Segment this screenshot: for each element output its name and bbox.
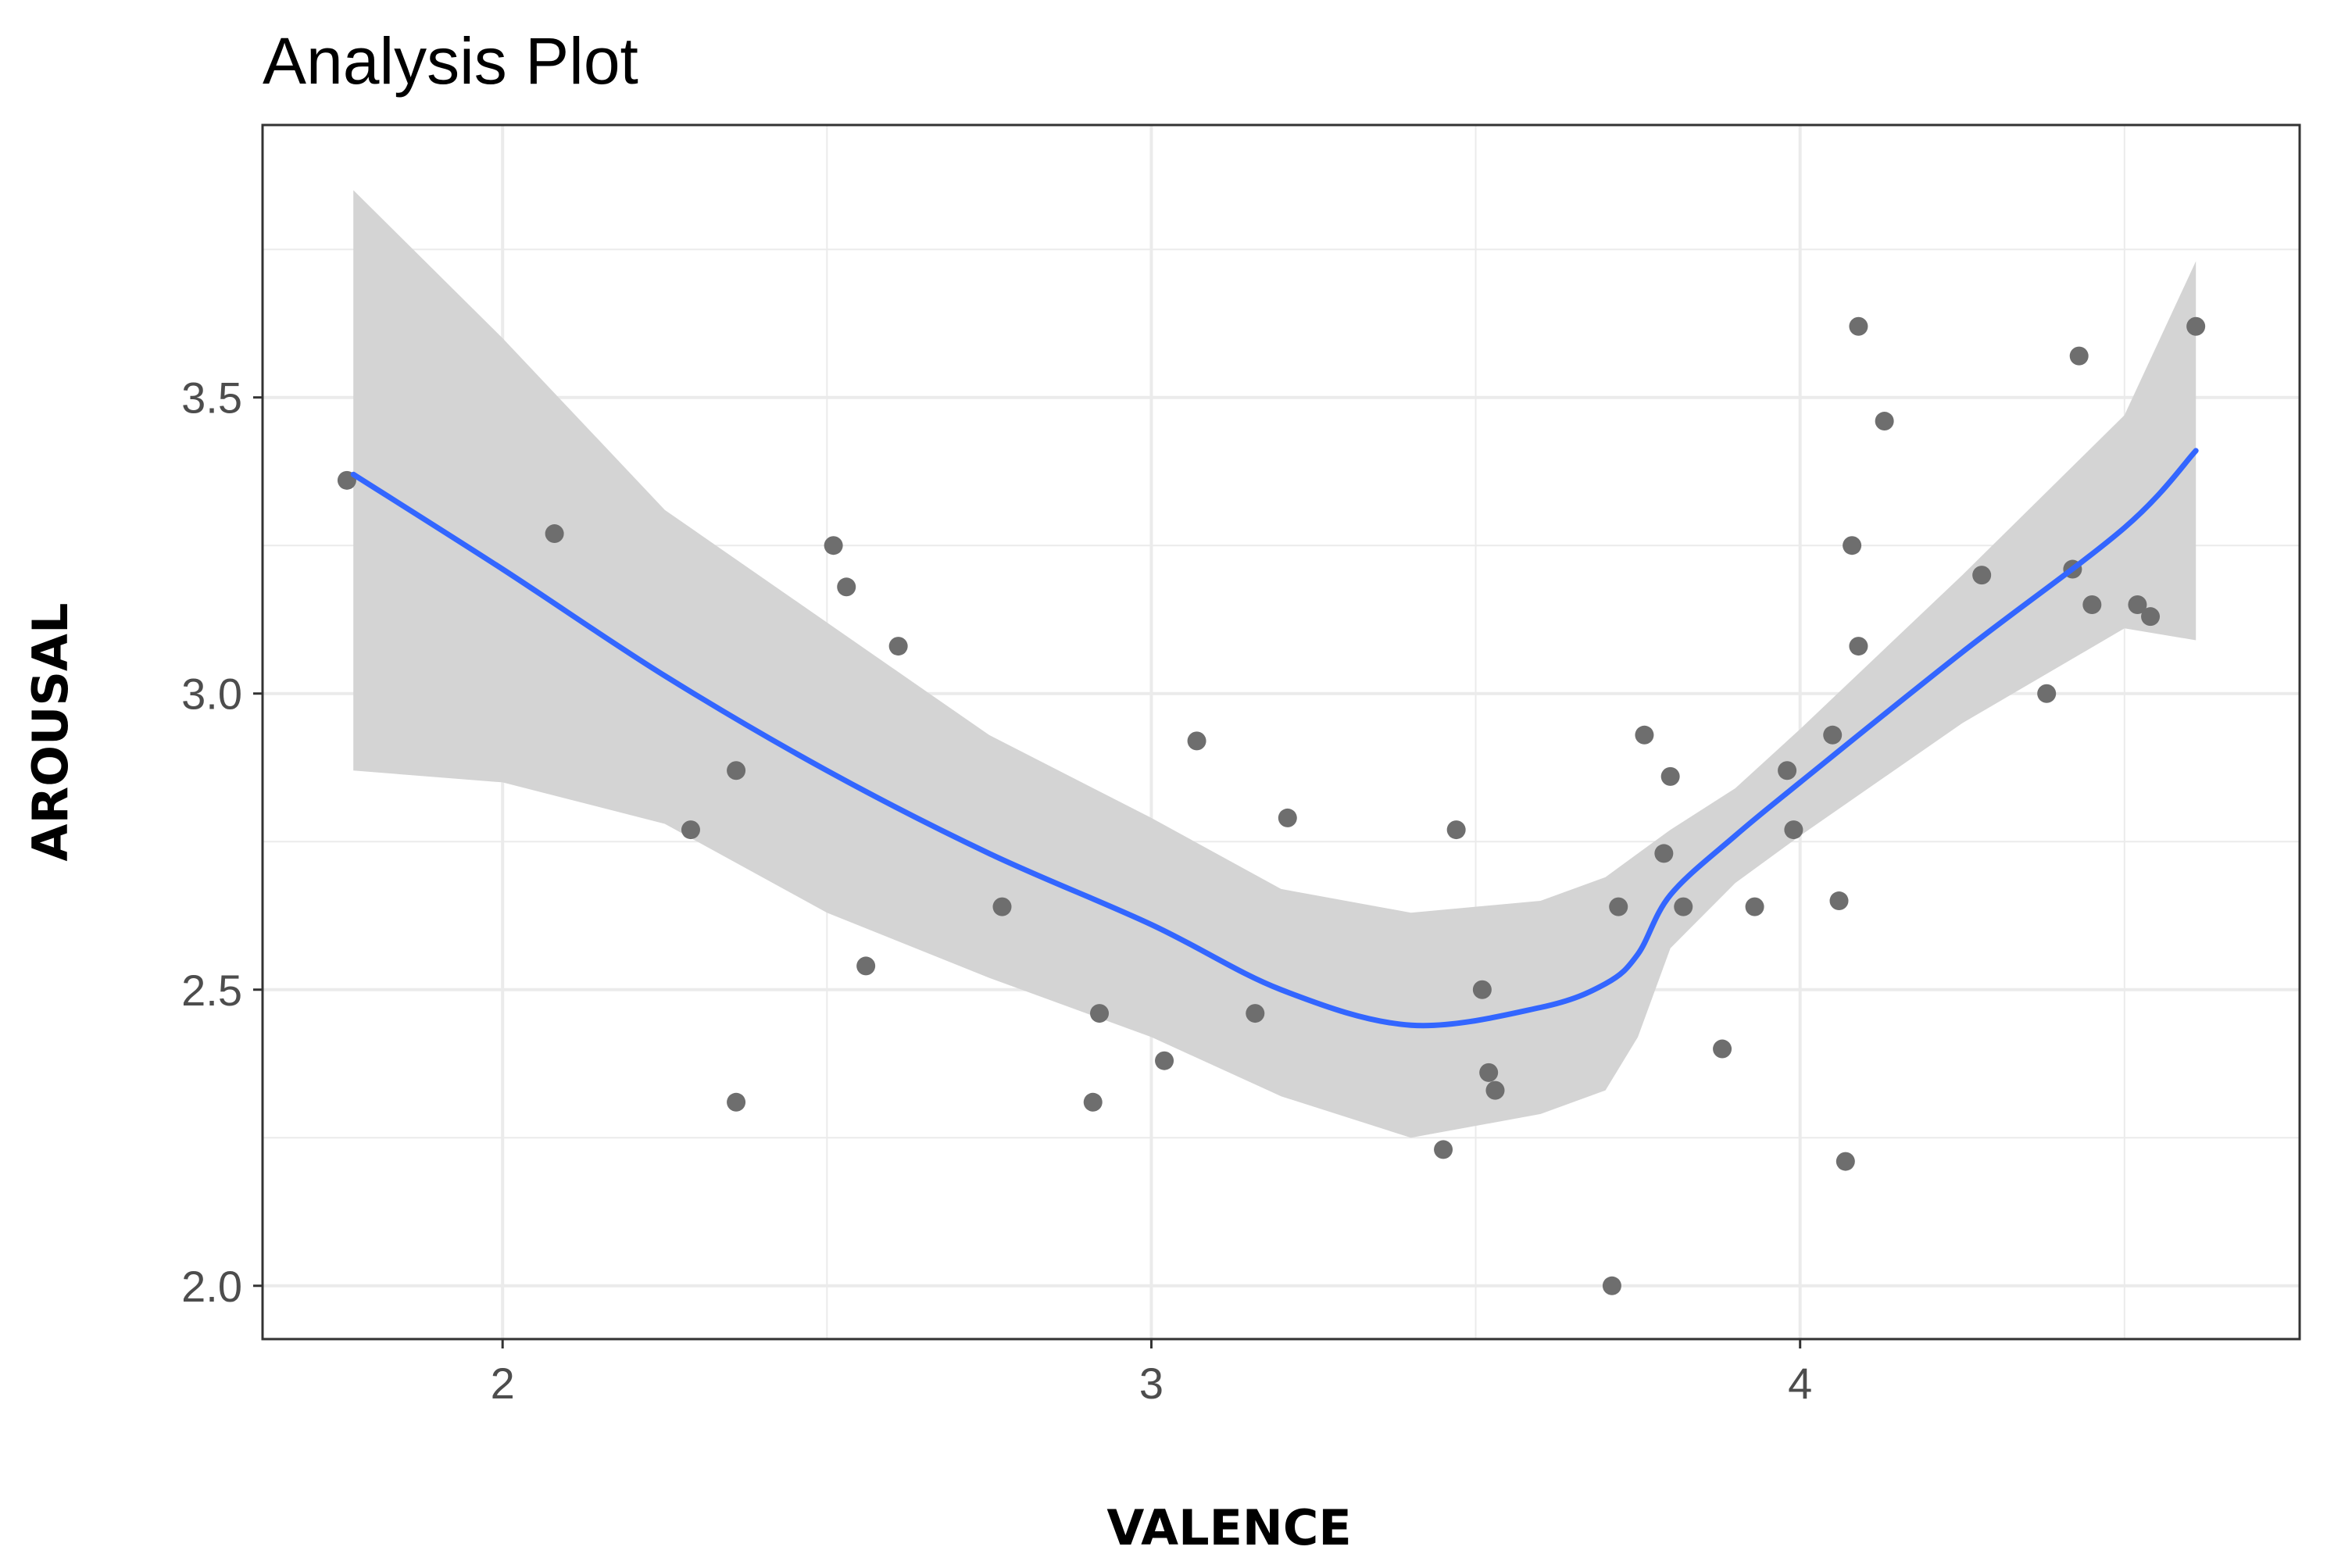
scatter-point <box>1823 725 1843 745</box>
scatter-point <box>1278 808 1297 827</box>
scatter-point <box>1446 820 1466 840</box>
x-tick-label: 3 <box>1139 1359 1164 1408</box>
chart-title: Analysis Plot <box>263 24 638 98</box>
scatter-point <box>1674 897 1693 916</box>
scatter-point <box>1187 731 1206 751</box>
scatter-point <box>1784 820 1803 840</box>
scatter-point <box>681 820 700 840</box>
scatter-point <box>2082 595 2102 615</box>
x-tick-label: 4 <box>1788 1359 1812 1408</box>
scatter-point <box>1875 412 1894 431</box>
scatter-point <box>856 956 876 976</box>
confidence-band-layer <box>353 190 2197 1138</box>
scatter-point <box>1972 566 1992 585</box>
scatter-point <box>1090 1004 1110 1023</box>
scatter-point <box>2037 684 2057 703</box>
scatter-point <box>545 524 564 544</box>
scatter-point <box>727 1092 746 1112</box>
scatter-point <box>1472 980 1492 999</box>
scatter-point <box>1745 897 1764 916</box>
scatter-point <box>2128 595 2147 615</box>
smooth-line-layer <box>350 448 2199 1029</box>
confidence-band <box>353 190 2197 1138</box>
scatter-point <box>2141 607 2161 627</box>
y-tick-label: 2.0 <box>181 1262 242 1311</box>
x-tick-label: 2 <box>491 1359 515 1408</box>
scatter-point <box>1609 897 1628 916</box>
scatter-point <box>888 637 908 656</box>
x-axis-ticks: 2 3 4 <box>491 1339 1812 1408</box>
scatter-point <box>1660 766 1680 786</box>
scatter-point <box>1155 1051 1174 1070</box>
scatter-point <box>1836 1152 1855 1171</box>
scatter-point <box>992 897 1012 916</box>
plot-panel-border <box>261 123 2301 1341</box>
x-axis-label: VALENCE <box>1106 1499 1351 1556</box>
scatter-point <box>2186 316 2206 336</box>
y-tick-label: 3.0 <box>181 670 242 719</box>
scatter-point <box>727 761 746 780</box>
scatter-point <box>1479 1063 1499 1082</box>
y-axis-label: AROUSAL <box>22 603 79 862</box>
scatter-point <box>1246 1004 1265 1023</box>
y-tick-label: 3.5 <box>181 373 242 423</box>
scatter-point <box>1713 1039 1732 1059</box>
scatter-points <box>337 316 2206 1295</box>
scatter-point <box>837 577 856 597</box>
y-tick-label: 2.5 <box>181 966 242 1015</box>
y-axis-ticks: 2.0 2.5 3.0 3.5 <box>181 373 263 1311</box>
scatter-point <box>824 536 843 555</box>
scatter-point <box>1849 316 1868 336</box>
scatter-point <box>1849 637 1868 656</box>
scatter-point <box>1083 1092 1103 1112</box>
scatter-point <box>1829 891 1849 911</box>
scatter-point <box>1434 1140 1453 1159</box>
scatter-point <box>1635 725 1654 745</box>
scatter-point <box>1485 1080 1505 1100</box>
smooth-line <box>350 448 2199 1029</box>
scatter-point <box>1602 1276 1621 1295</box>
scatter-point <box>1843 536 1862 555</box>
scatter-point <box>1654 844 1674 863</box>
scatter-point <box>1778 761 1797 780</box>
scatter-point <box>2069 346 2089 366</box>
